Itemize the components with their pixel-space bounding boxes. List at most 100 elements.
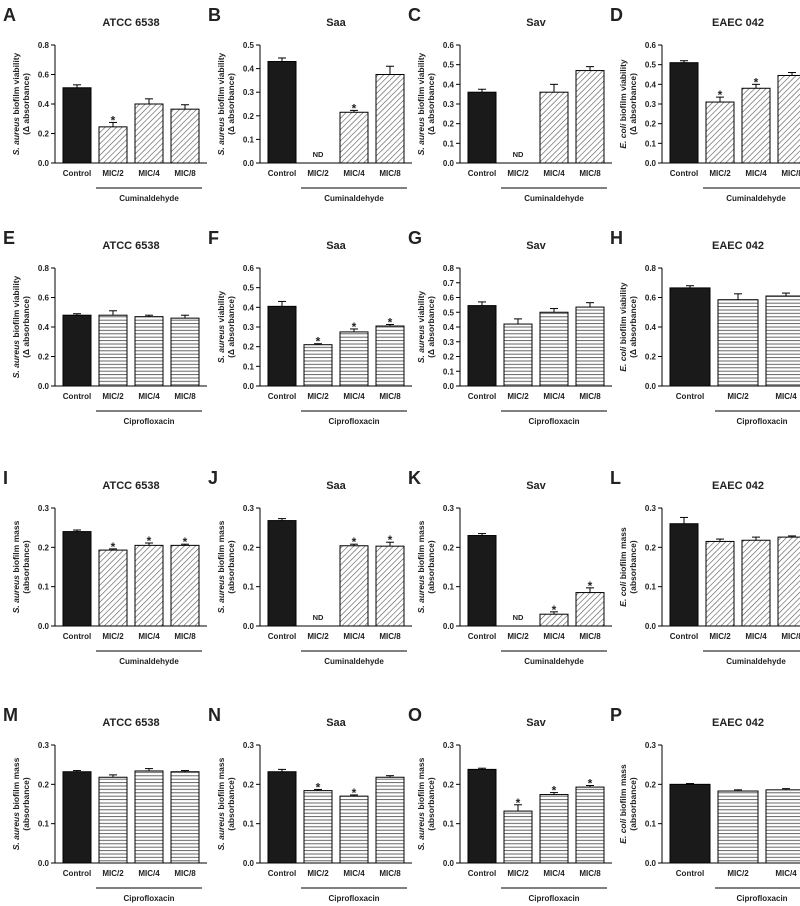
y-tick-label: 0.1 [645,583,657,592]
x-tick-label: MIC/8 [174,392,196,401]
bar [303,790,333,864]
treatment-label: Ciprofloxacin [528,417,579,426]
bar [170,544,200,627]
y-axis-label: S. aureus biofilm mass [216,757,226,850]
significance-star: * [388,533,393,547]
y-tick-label: 0.0 [645,382,657,391]
panel-title: ATCC 6538 [102,240,159,252]
panel-letter: I [3,468,8,488]
bar [375,325,405,387]
panel-title: Sav [526,717,546,729]
y-tick-label: 0.4 [443,80,455,89]
x-tick-label: MIC/4 [138,632,160,641]
bar [575,592,605,627]
bar [741,87,771,164]
panel-letter: K [408,468,421,488]
y-axis-label: E. coli biofilm viability [618,282,628,372]
x-tick-label: Control [63,169,91,178]
y-tick-label: 0.1 [38,583,50,592]
x-tick-label: MIC/8 [379,869,401,878]
bar [62,87,92,164]
y-tick-label: 0.1 [243,135,255,144]
y-axis-label-species: S. aureus [11,575,21,614]
y-tick-label: 0.0 [243,622,255,631]
x-tick-label: MIC/2 [307,869,329,878]
panel-m: M ATCC 6538 S. aureus biofilm mass (absorba… [3,705,207,903]
y-tick-label: 0.2 [38,780,50,789]
y-tick-label: 0.3 [243,504,255,513]
x-tick-label: MIC/8 [781,632,800,641]
y-axis-label: S. aureus biofilm mass [416,757,426,850]
bar [339,331,369,387]
x-tick-label: MIC/2 [102,632,124,641]
bar [339,795,369,864]
nd-label: ND [313,150,324,159]
panel-letter: P [610,705,622,725]
panel-letter: O [408,705,422,725]
y-tick-label: 0.3 [645,741,657,750]
y-tick-label: 0.0 [38,859,50,868]
y-tick-label: 0.3 [443,504,455,513]
x-tick-label: MIC/4 [543,869,565,878]
panel-h: H EAEC 042 E. coli biofilm viability (Δ abs… [610,228,800,426]
y-axis-unit-label: (absorbance) [226,540,236,594]
x-tick-label: Control [468,392,496,401]
y-tick-label: 0.1 [443,367,455,376]
y-axis-label-species: S. aureus [416,575,426,614]
y-tick-label: 0.8 [645,264,657,273]
x-tick-label: Control [670,169,698,178]
x-tick-label: MIC/8 [379,169,401,178]
x-tick-label: MIC/4 [343,392,365,401]
y-axis-unit-label: (Δ absorbance) [628,73,638,135]
panel-title: Saa [326,240,346,252]
bar [705,101,735,164]
y-axis-unit-label: (Δ absorbance) [226,296,236,358]
y-axis-unit-label: (Δ absorbance) [21,296,31,358]
y-tick-label: 0.8 [38,41,50,50]
x-tick-label: MIC/2 [307,392,329,401]
panel-a: A ATCC 6538 S. aureus biofilm viability (Δ … [3,5,207,203]
y-tick-label: 0.5 [645,61,657,70]
y-tick-label: 0.5 [243,284,255,293]
treatment-label: Cuminaldehyde [726,657,786,666]
x-tick-label: MIC/4 [775,869,797,878]
y-axis-label: S. aureus biofilm mass [11,520,21,613]
y-tick-label: 0.7 [443,279,455,288]
significance-star: * [516,796,521,810]
x-tick-label: MIC/4 [543,392,565,401]
y-tick-label: 0.6 [645,41,657,50]
y-axis-label-species: S. aureus [416,812,426,851]
significance-star: * [352,786,357,800]
bar [98,549,128,627]
treatment-label: Cuminaldehyde [324,194,384,203]
y-tick-label: 0.4 [443,323,455,332]
panel-letter: N [208,705,221,725]
bar [375,545,405,627]
bar [741,539,771,627]
y-axis-label-measure: biofilm mass [216,520,226,575]
y-tick-label: 0.2 [243,343,255,352]
y-axis-unit-label: (Δ absorbance) [628,296,638,358]
panel-title: ATCC 6538 [102,480,159,492]
y-tick-label: 0.2 [443,780,455,789]
x-tick-label: MIC/2 [727,392,749,401]
panel-c: C Sav S. aureus biofilm viability (Δ absorb… [408,5,612,203]
x-tick-label: Control [63,392,91,401]
bar [267,305,297,387]
y-tick-label: 0.1 [243,583,255,592]
y-tick-label: 0.1 [443,583,455,592]
x-tick-label: MIC/2 [709,169,731,178]
treatment-label: Cuminaldehyde [119,657,179,666]
y-axis-label-measure: biofilm mass [11,757,21,812]
x-tick-label: MIC/8 [379,632,401,641]
treatment-label: Cuminaldehyde [324,657,384,666]
y-tick-label: 0.3 [38,504,50,513]
panel-g: G Sav S. aureus viability (Δ absorbance) 0.0… [408,228,612,426]
y-axis-label-measure: biofilm mass [416,520,426,575]
x-tick-label: MIC/8 [174,869,196,878]
x-tick-label: MIC/4 [745,169,767,178]
y-tick-label: 0.4 [645,323,657,332]
panel-letter: D [610,5,623,25]
y-axis-unit-label: (absorbance) [21,777,31,831]
